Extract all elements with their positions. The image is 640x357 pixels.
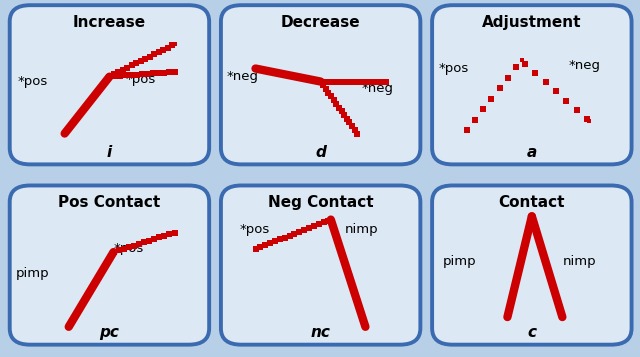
Text: d: d [316, 145, 326, 160]
FancyBboxPatch shape [432, 5, 632, 164]
FancyBboxPatch shape [10, 186, 209, 345]
Text: *pos: *pos [18, 75, 48, 88]
Text: nc: nc [310, 325, 331, 340]
Text: a: a [527, 145, 537, 160]
Text: pc: pc [99, 325, 120, 340]
Text: Contact: Contact [499, 195, 565, 210]
Text: Decrease: Decrease [281, 15, 360, 30]
Text: pimp: pimp [16, 267, 49, 280]
Text: *pos: *pos [125, 74, 156, 86]
FancyBboxPatch shape [10, 5, 209, 164]
Text: Pos Contact: Pos Contact [58, 195, 161, 210]
FancyBboxPatch shape [432, 186, 632, 345]
Text: Adjustment: Adjustment [482, 15, 582, 30]
Text: *neg: *neg [568, 59, 600, 72]
Text: *pos: *pos [438, 62, 468, 75]
Text: nimp: nimp [563, 255, 596, 268]
Text: *neg: *neg [362, 81, 394, 95]
Text: i: i [107, 145, 112, 160]
Text: *neg: *neg [227, 70, 259, 83]
Text: Increase: Increase [73, 15, 146, 30]
FancyBboxPatch shape [221, 5, 420, 164]
Text: Neg Contact: Neg Contact [268, 195, 374, 210]
FancyBboxPatch shape [221, 186, 420, 345]
Text: *pos: *pos [239, 223, 269, 236]
Text: c: c [527, 325, 536, 340]
Text: nimp: nimp [345, 223, 379, 236]
Text: pimp: pimp [442, 255, 476, 268]
Text: *pos: *pos [113, 242, 144, 255]
